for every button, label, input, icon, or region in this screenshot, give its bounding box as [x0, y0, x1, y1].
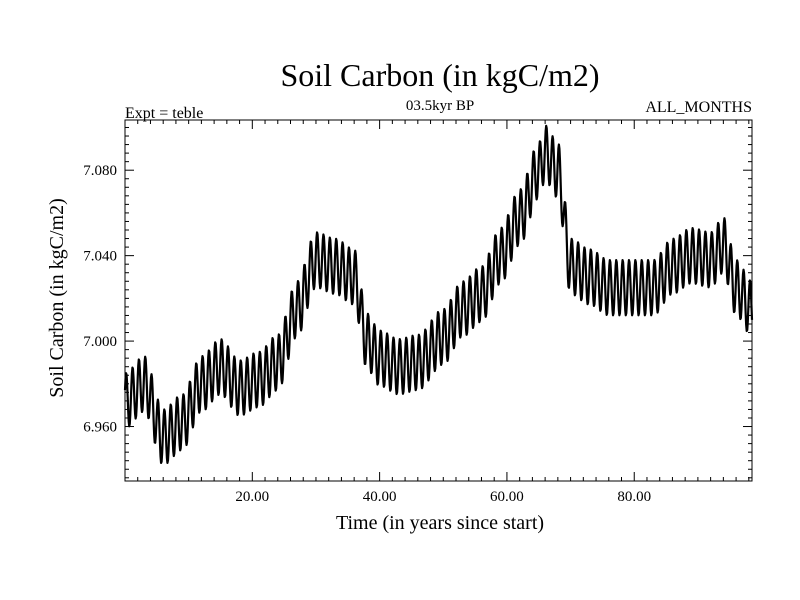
chart-title: Soil Carbon (in kgC/m2)	[280, 57, 599, 93]
chart-subtitle: 03.5kyr BP	[406, 98, 474, 114]
x-axis-label: Time (in years since start)	[336, 512, 544, 534]
months-label: ALL_MONTHS	[645, 99, 752, 116]
series-line-soil-carbon	[123, 124, 754, 465]
x-tick-label: 20.00	[235, 489, 269, 505]
y-tick-label: 7.040	[83, 249, 117, 265]
x-axis-tick-labels: 20.00 40.00 60.00 80.00	[235, 489, 651, 505]
y-axis-label: Soil Carbon (in kgC/m2)	[46, 198, 68, 397]
y-axis-tick-labels: 6.960 7.000 7.040 7.080	[83, 163, 117, 435]
x-tick-label: 40.00	[363, 489, 397, 505]
experiment-label: Expt = teble	[125, 105, 203, 122]
plot-area	[123, 119, 754, 482]
y-tick-label: 6.960	[83, 420, 117, 436]
x-tick-label: 60.00	[490, 489, 524, 505]
x-tick-label: 80.00	[617, 489, 651, 505]
y-tick-label: 7.000	[83, 334, 117, 350]
axis-ticks	[125, 120, 752, 481]
y-tick-label: 7.080	[83, 163, 117, 179]
